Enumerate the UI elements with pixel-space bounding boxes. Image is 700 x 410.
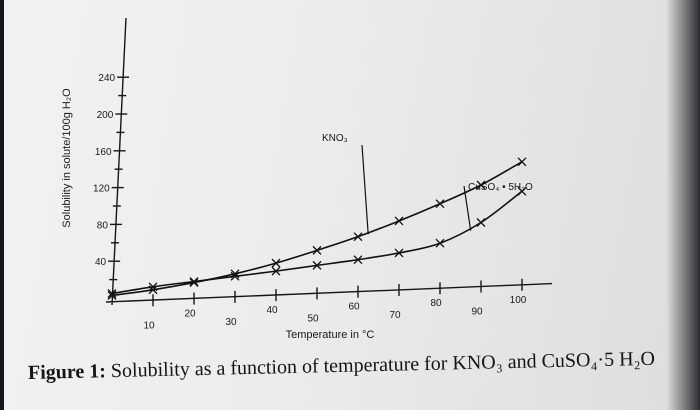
x-tick-label: 90 [471, 307, 483, 318]
x-tick-label: 30 [225, 317, 237, 328]
data-point-marker [435, 238, 445, 248]
x-tick-label: 40 [266, 305, 278, 316]
series-layer [107, 157, 527, 300]
series-labels: KNO₃ CuSO₄ • 5H₂O [322, 133, 533, 235]
x-tick-label: 70 [389, 310, 401, 321]
data-point-marker [312, 245, 322, 255]
data-point-marker [517, 157, 527, 167]
y-tick-label: 240 [98, 73, 115, 84]
y-tick-label: 40 [95, 257, 107, 268]
y-axis-ticks: 40 80 120 160 200 240 [93, 73, 130, 281]
photo-edge-shadow [666, 0, 700, 410]
cuso4-series-label: CuSO₄ • 5H₂O [468, 182, 533, 193]
data-point-marker [394, 216, 404, 226]
data-point-marker [148, 282, 158, 292]
y-tick-label: 160 [95, 147, 112, 158]
data-point-marker [107, 289, 117, 298]
data-point-marker [271, 258, 281, 268]
x-tick-label: 50 [307, 313, 319, 324]
data-point-marker [189, 278, 199, 288]
figure-caption-label: Figure 1: [27, 360, 107, 384]
series-line [111, 161, 523, 297]
data-point-marker [353, 232, 363, 242]
data-point-marker [353, 255, 363, 265]
x-tick-label: 10 [143, 320, 155, 331]
series-cuso4 [107, 186, 527, 298]
series-kno3 [107, 157, 527, 300]
x-tick-label: 80 [430, 298, 442, 309]
x-axis-line [105, 282, 553, 303]
x-tick-label: 20 [184, 309, 196, 320]
paper-page [4, 0, 666, 410]
data-point-marker [394, 248, 404, 258]
kno3-leader-line [361, 144, 369, 235]
y-axis-line [111, 17, 127, 306]
y-axis-title: Solubility in solute/100g H₂O [61, 88, 73, 228]
y-tick-label: 120 [93, 184, 110, 195]
y-tick-label: 80 [97, 220, 109, 231]
data-point-marker [230, 271, 240, 281]
cuso4-leader-line [463, 185, 472, 231]
x-tick-label: 100 [510, 295, 527, 306]
x-tick-label: 60 [348, 302, 360, 313]
data-point-marker [189, 277, 199, 287]
kno3-series-label: KNO₃ [322, 133, 348, 144]
x-axis-title: Temperature in °C [286, 329, 375, 341]
data-point-marker [517, 186, 527, 196]
data-point-marker [271, 266, 281, 276]
data-point-marker [476, 218, 486, 227]
x-axis-ticks: 10 20 30 40 50 60 70 80 90 100 [143, 278, 527, 331]
data-point-marker [435, 199, 445, 209]
chart-axes [105, 17, 553, 306]
data-point-marker [312, 260, 322, 270]
y-tick-label: 200 [97, 110, 114, 121]
data-point-marker [476, 180, 486, 190]
series-line [111, 190, 523, 295]
